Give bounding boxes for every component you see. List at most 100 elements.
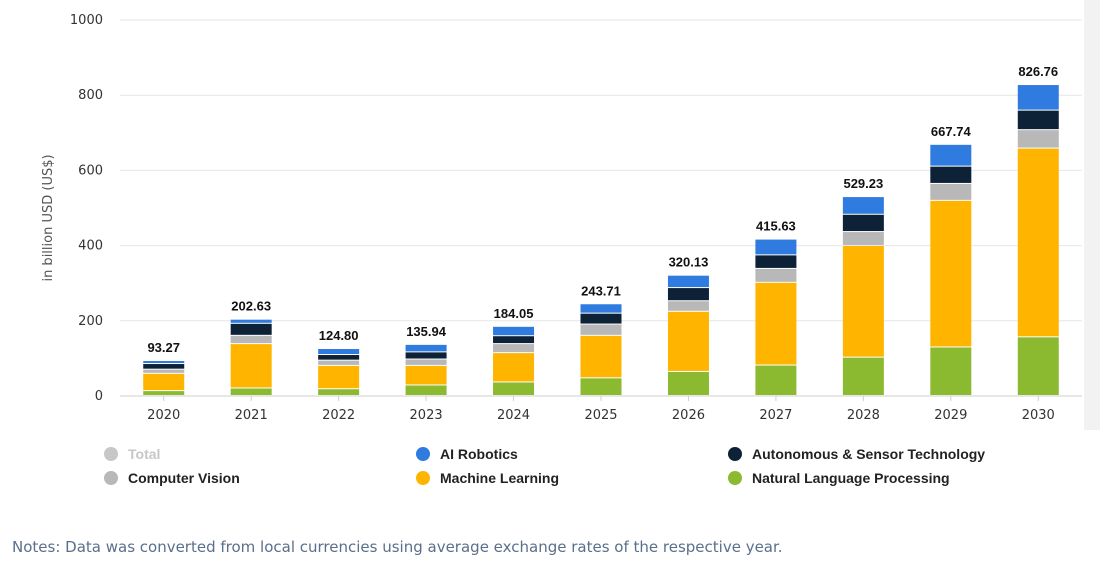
bar-segment xyxy=(667,275,709,288)
total-labels: 93.27 202.63 124.80 135.94 184.05 243.71 320.1… xyxy=(147,64,1058,355)
total-label: 184.05 xyxy=(494,306,534,321)
bar-segment xyxy=(143,373,185,391)
bar-segment xyxy=(1017,130,1059,148)
legend-item-computer-vision[interactable]: Computer Vision xyxy=(104,470,240,486)
bar-segment xyxy=(667,288,709,301)
total-label: 826.76 xyxy=(1018,64,1058,79)
legend: Total Computer Vision AI Robotics Machin… xyxy=(104,446,1044,492)
bar-segment xyxy=(930,200,972,347)
bar-segment xyxy=(755,268,797,282)
x-tick-label: 2030 xyxy=(1022,408,1055,423)
bar-segment xyxy=(1017,85,1059,110)
bar-segment xyxy=(667,311,709,371)
total-label: 124.80 xyxy=(319,328,359,343)
bar-segment xyxy=(405,352,447,359)
bar-segment xyxy=(667,301,709,311)
bar-segment xyxy=(930,166,972,183)
legend-dot xyxy=(416,447,430,461)
legend-label: Natural Language Processing xyxy=(752,470,950,486)
bar-segment xyxy=(143,391,185,395)
bar-segment xyxy=(493,336,535,344)
legend-dot xyxy=(104,447,118,461)
bar-segment xyxy=(405,385,447,395)
bar-segment xyxy=(1017,110,1059,130)
legend-item-autonomous-sensor[interactable]: Autonomous & Sensor Technology xyxy=(728,446,985,462)
legend-label: Total xyxy=(128,446,161,462)
y-tick-label: 400 xyxy=(78,239,103,254)
legend-label: AI Robotics xyxy=(440,446,518,462)
bar-segment xyxy=(842,357,884,395)
bar-segment xyxy=(755,255,797,268)
bar-segment xyxy=(493,382,535,395)
y-tick-label: 800 xyxy=(78,88,103,103)
total-label: 135.94 xyxy=(406,324,447,339)
bar-segment xyxy=(318,365,360,389)
bar-segment xyxy=(755,239,797,255)
y-axis-title: in billion USD (US$) xyxy=(41,154,56,281)
y-tick-label: 200 xyxy=(78,314,103,329)
total-label: 320.13 xyxy=(669,255,709,270)
bar-segment xyxy=(405,365,447,385)
bar-segment xyxy=(1017,148,1059,337)
bar-segment xyxy=(230,335,272,344)
total-label: 93.27 xyxy=(147,340,180,355)
stacked-bar-chart: 0 200 400 600 800 1000 in billion USD (US$) 93… xyxy=(41,13,1082,423)
total-label: 202.63 xyxy=(231,299,271,314)
y-tick-label: 1000 xyxy=(70,13,103,28)
bar-segment xyxy=(580,378,622,395)
bar-segment xyxy=(755,282,797,365)
legend-item-natural-language-processing[interactable]: Natural Language Processing xyxy=(728,470,950,486)
total-label: 667.74 xyxy=(931,124,972,139)
x-tick-label: 2021 xyxy=(235,408,268,423)
x-tick-label: 2024 xyxy=(497,408,530,423)
bar-segment xyxy=(405,344,447,352)
x-tick-label: 2027 xyxy=(759,408,792,423)
x-tick-label: 2029 xyxy=(934,408,967,423)
bar-segment xyxy=(405,359,447,365)
x-axis: 2020 2021 2022 2023 2024 2025 2026 2027 2028 2029… xyxy=(147,396,1055,423)
bar-segment xyxy=(930,183,972,200)
x-tick-label: 2022 xyxy=(322,408,355,423)
bar-segment xyxy=(143,364,185,369)
x-tick-label: 2020 xyxy=(147,408,180,423)
x-tick-label: 2028 xyxy=(847,408,880,423)
bar-segment xyxy=(580,335,622,378)
legend-dot xyxy=(104,471,118,485)
bar-segment xyxy=(755,365,797,395)
bar-segment xyxy=(580,304,622,313)
bar-segment xyxy=(493,326,535,336)
bar-segment xyxy=(842,214,884,232)
bar-segment xyxy=(580,324,622,335)
bar-segment xyxy=(930,347,972,395)
bar-segment xyxy=(842,197,884,214)
y-tick-label: 600 xyxy=(78,163,103,178)
bar-segment xyxy=(930,144,972,166)
x-tick-label: 2025 xyxy=(584,408,617,423)
bar-segment xyxy=(493,353,535,382)
bar-segment xyxy=(1017,337,1059,395)
x-tick-label: 2026 xyxy=(672,408,705,423)
legend-dot xyxy=(728,447,742,461)
legend-label: Machine Learning xyxy=(440,470,560,486)
y-tick-label: 0 xyxy=(95,389,103,404)
legend-item-total[interactable]: Total xyxy=(104,446,160,462)
legend-dot xyxy=(728,471,742,485)
scrollbar-track[interactable] xyxy=(1084,0,1100,430)
bar-segment xyxy=(143,361,185,364)
bar-segment xyxy=(230,388,272,395)
legend-label: Computer Vision xyxy=(128,470,240,486)
notes-text: Notes: Data was converted from local cur… xyxy=(12,538,783,556)
bar-segment xyxy=(842,232,884,245)
bar-segment xyxy=(143,369,185,373)
total-label: 415.63 xyxy=(756,219,796,234)
legend-item-machine-learning[interactable]: Machine Learning xyxy=(416,470,559,486)
legend-item-ai-robotics[interactable]: AI Robotics xyxy=(416,446,518,462)
bars xyxy=(143,85,1059,395)
x-tick-label: 2023 xyxy=(410,408,443,423)
bar-segment xyxy=(318,360,360,365)
bar-segment xyxy=(667,371,709,395)
bar-segment xyxy=(230,319,272,323)
legend-dot xyxy=(416,471,430,485)
bar-segment xyxy=(842,245,884,357)
bar-segment xyxy=(230,344,272,388)
